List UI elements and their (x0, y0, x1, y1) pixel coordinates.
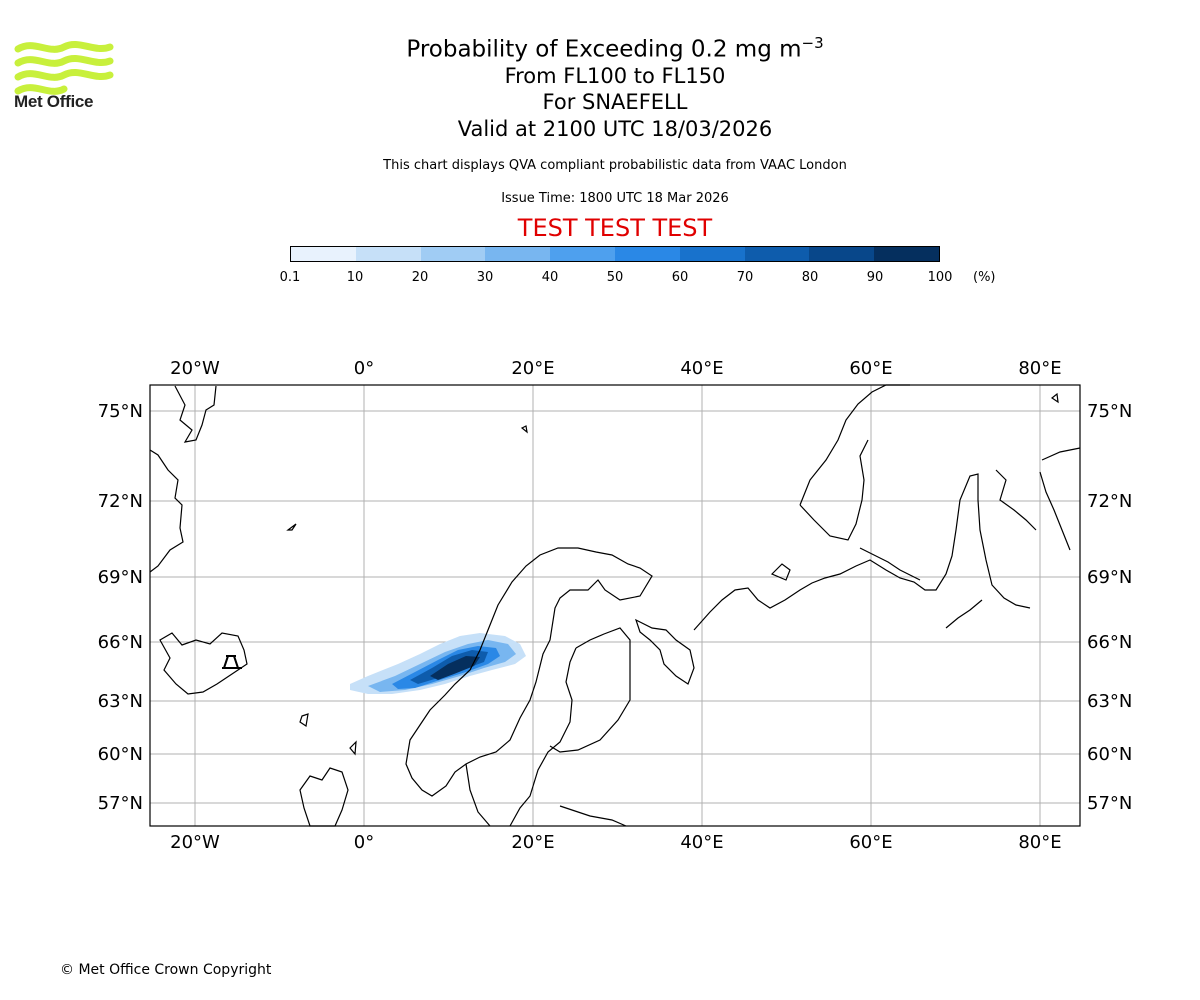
lat-label: 72°N (1087, 491, 1132, 512)
lat-labels-right: 75°N 72°N 69°N 66°N 63°N 60°N 57°N (1087, 401, 1132, 814)
lat-label: 72°N (98, 491, 143, 512)
russia-north-coast (693, 473, 1031, 631)
lat-label: 63°N (98, 691, 143, 712)
lon-label: 40°E (680, 832, 723, 853)
graticule (150, 385, 1080, 826)
lon-label: 80°E (1018, 358, 1061, 379)
finland-coast (549, 627, 631, 753)
lon-label: 60°E (849, 358, 892, 379)
colorbar-tick-label: 60 (671, 270, 689, 285)
lat-label: 75°N (98, 401, 143, 422)
plume-level-90 (430, 656, 480, 680)
novaya-zemlya (799, 384, 910, 541)
met-office-logo (14, 40, 114, 95)
lon-labels-top: 20°W 0° 20°E 40°E 60°E 80°E (170, 358, 1061, 379)
level-range: From FL100 to FL150 (504, 64, 726, 88)
colorbar (290, 246, 940, 262)
colorbar-tick-label: 10 (346, 270, 364, 285)
logo-wordmark: Met Office (14, 92, 94, 111)
colorbar-tick-label: 70 (736, 270, 754, 285)
lat-label: 66°N (1087, 632, 1132, 653)
lon-label: 20°W (170, 358, 220, 379)
vaygach-yamal-coast (859, 547, 983, 629)
lon-label: 20°E (511, 832, 554, 853)
jan-mayen (286, 523, 297, 531)
chart-title: Probability of Exceeding 0.2 mg m−3 (0, 28, 1200, 65)
title-superscript: −3 (801, 34, 824, 52)
colorbar-tick-label: 100 (927, 270, 953, 285)
svalbard-fragment (520, 425, 528, 434)
colorbar-segment (291, 247, 356, 261)
faroe-islands (299, 713, 309, 728)
volcano-icon (222, 655, 242, 669)
volcano-name: For SNAEFELL (542, 90, 688, 114)
kolguev-island (770, 563, 791, 581)
issue-time: Issue Time: 1800 UTC 18 Mar 2026 (501, 191, 729, 206)
lon-label: 20°E (511, 358, 554, 379)
colorbar-segment (874, 247, 939, 261)
lat-label: 69°N (1087, 567, 1132, 588)
colorbar-tick-label: 90 (866, 270, 884, 285)
copyright: © Met Office Crown Copyright (60, 962, 272, 978)
colorbar-tick-label: 20 (411, 270, 429, 285)
shetland (349, 740, 357, 756)
title-main: Probability of Exceeding 0.2 mg m (406, 36, 802, 63)
lat-label: 69°N (98, 567, 143, 588)
map-frame (149, 384, 1081, 827)
colorbar-tick-label: 40 (541, 270, 559, 285)
franz-josef-fragment (1050, 392, 1059, 404)
lon-label: 20°W (170, 832, 220, 853)
lon-label: 0° (354, 832, 374, 853)
greenland-coast (149, 449, 184, 573)
test-banner: TEST TEST TEST (517, 214, 713, 242)
colorbar-tick-label: 30 (476, 270, 494, 285)
baltic-coast (559, 805, 627, 827)
colorbar-segment (420, 247, 486, 261)
lat-label: 63°N (1087, 691, 1132, 712)
colorbar-unit: (%) (973, 270, 996, 285)
lon-label: 80°E (1018, 832, 1061, 853)
greenland-north-coast (174, 385, 217, 443)
taymyr-coast (1039, 447, 1081, 551)
colorbar-segment (355, 247, 421, 261)
lon-label: 40°E (680, 358, 723, 379)
kola-white-sea (634, 618, 695, 685)
iceland-coast (159, 632, 248, 695)
lon-labels-bottom: 20°W 0° 20°E 40°E 60°E 80°E (170, 832, 1061, 853)
valid-time: Valid at 2100 UTC 18/03/2026 (457, 117, 773, 141)
colorbar-tick-label: 80 (801, 270, 819, 285)
lat-label: 75°N (1087, 401, 1132, 422)
colorbar-segment (744, 247, 810, 261)
lat-label: 57°N (1087, 793, 1132, 814)
sweden-coast (465, 647, 577, 827)
description: This chart displays QVA compliant probab… (383, 158, 847, 173)
colorbar-segment (550, 247, 615, 261)
coastlines (149, 384, 1081, 827)
gulf-of-ob (995, 469, 1037, 531)
colorbar-tick-label: 0.1 (279, 270, 301, 285)
colorbar-segment (679, 247, 745, 261)
lon-label: 0° (354, 358, 374, 379)
lat-label: 57°N (98, 793, 143, 814)
scotland-coast (299, 767, 349, 827)
lat-label: 66°N (98, 632, 143, 653)
lat-labels-left: 75°N 72°N 69°N 66°N 63°N 60°N 57°N (98, 401, 143, 814)
lat-label: 60°N (98, 744, 143, 765)
map: 20°W 0° 20°E 40°E 60°E 80°E 20°W 0° 20°E 40°E 60°… (98, 358, 1133, 853)
colorbar-tick-label: 50 (606, 270, 624, 285)
colorbar-segment (485, 247, 551, 261)
norway-coast (405, 547, 653, 797)
colorbar-segment (809, 247, 875, 261)
lon-label: 60°E (849, 832, 892, 853)
colorbar-segment (614, 247, 680, 261)
lat-label: 60°N (1087, 744, 1132, 765)
